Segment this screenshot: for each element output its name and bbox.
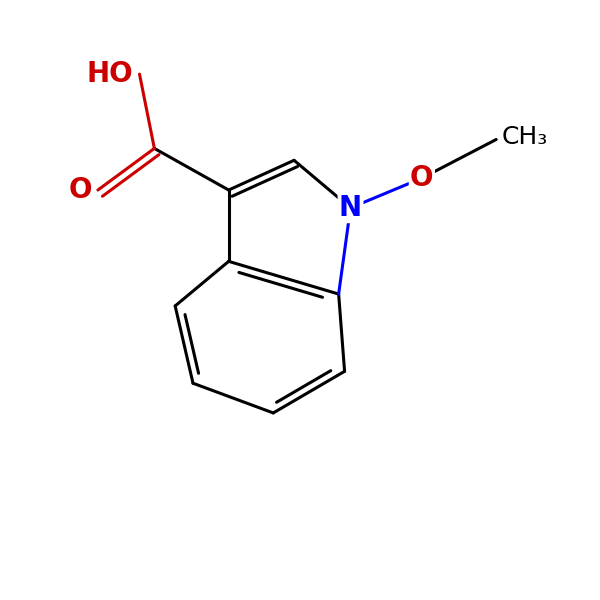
- Text: O: O: [68, 176, 92, 204]
- Text: O: O: [410, 164, 434, 192]
- Text: CH₃: CH₃: [502, 125, 548, 149]
- Text: N: N: [339, 194, 362, 222]
- Text: HO: HO: [87, 60, 134, 88]
